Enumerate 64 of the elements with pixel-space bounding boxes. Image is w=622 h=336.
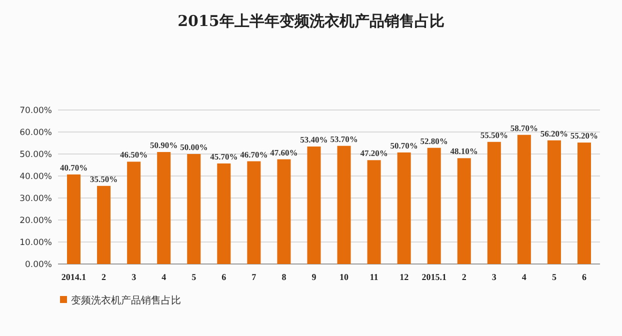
y-tick-label: 40.00% (20, 172, 52, 182)
bar (517, 134, 531, 264)
data-label: 40.70% (60, 162, 88, 172)
bar (457, 158, 471, 264)
bar (247, 161, 261, 264)
data-label: 45.70% (210, 151, 238, 162)
x-tick-label: 4 (522, 272, 527, 282)
bar (367, 160, 381, 264)
data-label: 50.90% (150, 140, 178, 150)
data-label: 55.20% (570, 130, 598, 141)
data-label: 50.70% (390, 140, 418, 150)
bar (277, 159, 291, 264)
bar (67, 174, 81, 264)
x-tick-label: 2015.1 (422, 272, 447, 282)
x-tick-label: 2 (102, 272, 107, 282)
data-label: 52.80% (420, 136, 448, 146)
bar (217, 163, 231, 264)
data-label: 58.70% (510, 122, 538, 133)
y-tick-label: 0.00% (24, 260, 52, 270)
y-tick-label: 60.00% (20, 128, 52, 138)
x-tick-label: 2014.1 (61, 272, 87, 282)
x-tick-label: 4 (162, 272, 167, 282)
x-tick-label: 9 (312, 272, 317, 282)
bar (487, 142, 501, 264)
data-label: 46.70% (240, 149, 268, 160)
x-tick-label: 10 (340, 272, 350, 282)
data-label: 56.20% (540, 128, 568, 138)
x-tick-label: 7 (252, 272, 257, 282)
bar (427, 148, 441, 264)
data-label: 46.50% (120, 150, 148, 160)
legend-label: 变频洗衣机产品销售占比 (71, 294, 181, 306)
data-label: 47.60% (270, 147, 298, 158)
bar (127, 162, 141, 264)
data-label: 48.10% (450, 146, 478, 156)
bar (187, 154, 201, 264)
data-label: 53.40% (300, 134, 328, 145)
x-tick-label: 8 (282, 272, 287, 282)
x-tick-label: 6 (582, 272, 587, 282)
bar (337, 146, 351, 264)
bar (97, 186, 111, 264)
data-label: 53.70% (330, 134, 358, 144)
bar (397, 152, 411, 264)
bar (577, 142, 591, 264)
bar (547, 140, 561, 264)
x-tick-label: 3 (132, 272, 137, 282)
data-label: 55.50% (480, 130, 508, 140)
y-tick-label: 50.00% (20, 150, 52, 160)
x-tick-label: 12 (400, 272, 410, 282)
y-tick-label: 30.00% (20, 194, 52, 204)
data-label: 35.50% (90, 174, 118, 184)
y-tick-label: 10.00% (20, 238, 52, 248)
x-tick-label: 5 (552, 272, 557, 282)
x-tick-label: 2 (462, 272, 467, 282)
bar (307, 146, 321, 264)
y-tick-label: 70.00% (20, 106, 52, 116)
data-label: 50.00% (180, 142, 208, 152)
chart-title: 2015年上半年变频洗衣机产品销售占比 (178, 12, 444, 30)
x-tick-label: 5 (192, 272, 197, 282)
data-label: 47.20% (360, 148, 388, 158)
bar (157, 152, 171, 264)
x-tick-label: 11 (370, 272, 379, 282)
y-tick-label: 20.00% (20, 216, 52, 226)
x-tick-label: 3 (492, 272, 497, 282)
x-tick-label: 6 (222, 272, 227, 282)
